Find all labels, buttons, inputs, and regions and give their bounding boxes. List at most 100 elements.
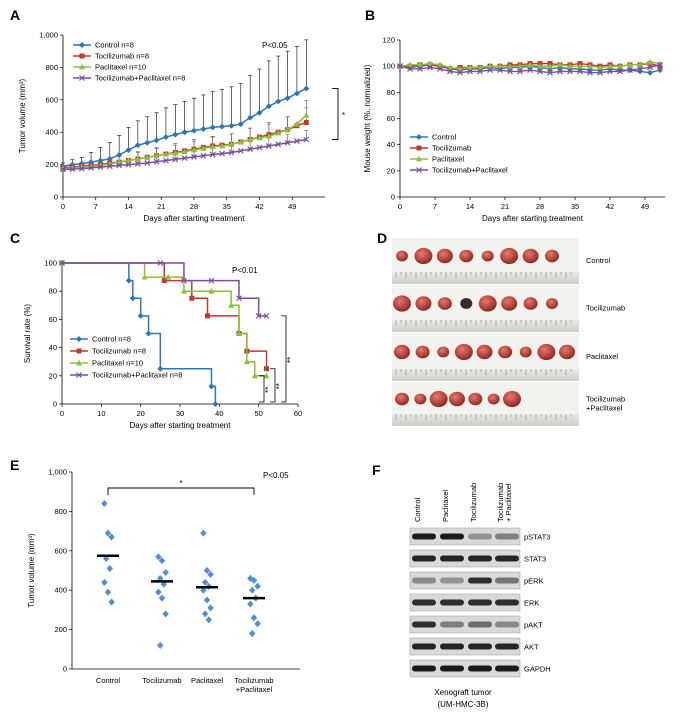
blot-membrane xyxy=(409,593,521,612)
x-category-label: Control xyxy=(96,676,121,685)
blot-membrane xyxy=(409,527,521,546)
lane-label: + Paclitaxel xyxy=(504,483,513,522)
y-tick-label: 60 xyxy=(49,315,57,324)
tumor-specimen xyxy=(476,344,493,360)
data-point xyxy=(607,62,613,69)
data-point xyxy=(191,127,197,134)
data-point xyxy=(284,139,291,146)
blot-band xyxy=(495,577,519,584)
data-point xyxy=(219,142,226,149)
x-tick-label: 7 xyxy=(433,202,437,211)
data-point xyxy=(219,150,225,157)
x-axis-label: Days after starting treatment xyxy=(130,421,232,430)
data-point xyxy=(256,144,263,151)
data-point xyxy=(212,401,219,407)
scatter-point xyxy=(202,578,209,586)
x-category-label: Tocilizumab xyxy=(142,676,181,685)
data-point xyxy=(427,60,433,66)
data-point xyxy=(97,164,104,170)
scatter-point xyxy=(101,578,108,586)
y-tick-label: 80 xyxy=(49,287,57,296)
data-point xyxy=(417,61,423,68)
scatter-point xyxy=(104,529,112,537)
data-point xyxy=(144,139,151,146)
data-point xyxy=(577,68,583,75)
blot-band xyxy=(468,533,492,540)
data-point xyxy=(275,129,282,136)
data-point xyxy=(172,150,179,156)
blot-band xyxy=(468,599,492,606)
scatter-point xyxy=(155,553,162,561)
x-tick-label: 14 xyxy=(124,202,132,211)
scatter-point xyxy=(158,594,166,602)
x-tick-label: 40 xyxy=(215,409,223,418)
blot-band xyxy=(468,621,492,628)
tumor-photo-row: Control xyxy=(392,238,611,284)
data-point xyxy=(137,312,144,319)
data-point xyxy=(208,277,215,284)
data-point xyxy=(637,61,643,68)
tumor-specimen xyxy=(437,297,452,310)
data-point xyxy=(557,68,563,75)
blot-band xyxy=(468,555,492,562)
band-label: ERK xyxy=(524,599,539,608)
photo-row-label: Tocilizumab xyxy=(586,395,625,404)
panel-letter-a: A xyxy=(10,7,20,23)
legend-entry: Tocilizumab n=8 xyxy=(73,52,149,61)
legend-label: Control xyxy=(432,133,457,142)
y-tick-label: 1,000 xyxy=(48,468,67,477)
tumor-specimen xyxy=(394,344,410,360)
legend-entry: Tocilizumab+Paclitaxel n=8 xyxy=(70,371,182,380)
tumor-specimen xyxy=(454,343,473,361)
tumor-specimen xyxy=(395,392,409,406)
data-point xyxy=(447,68,453,75)
tumor-photo-row: Tocilizumab xyxy=(392,285,625,332)
scatter-point xyxy=(203,596,211,604)
x-tick-label: 49 xyxy=(288,202,296,211)
blot-band xyxy=(468,577,492,584)
data-point xyxy=(617,62,623,69)
data-point xyxy=(303,111,310,118)
x-tick-label: 42 xyxy=(606,202,614,211)
band-label: pERK xyxy=(524,577,544,586)
data-point xyxy=(209,151,216,158)
data-point xyxy=(567,68,573,75)
data-point xyxy=(264,366,270,372)
error-bar xyxy=(126,127,131,151)
scatter-point xyxy=(202,610,209,618)
data-point xyxy=(181,148,188,155)
data-point xyxy=(657,61,663,68)
x-tick-label: 21 xyxy=(157,202,165,211)
y-tick-label: 0 xyxy=(63,665,67,674)
data-point xyxy=(457,65,463,72)
x-category-label: Tocilizumab xyxy=(234,676,273,685)
y-tick-label: 100 xyxy=(44,259,57,268)
legend-entry: Tocilizumab xyxy=(410,144,471,153)
significance-star: * xyxy=(179,479,182,488)
data-point xyxy=(161,278,167,284)
data-point xyxy=(181,155,188,162)
legend-entry: Tocilizumab+Paclitaxel n=8 xyxy=(73,74,185,83)
y-tick-label: 1,000 xyxy=(39,31,58,40)
error-bar xyxy=(294,46,299,94)
blot-caption-sub: (UM-HMC-3B) xyxy=(437,700,488,709)
data-point xyxy=(228,141,235,147)
tumor-specimen xyxy=(468,392,483,406)
data-point xyxy=(163,157,169,164)
error-bar xyxy=(163,107,168,138)
legend-entry: Control n=8 xyxy=(70,335,131,344)
data-point xyxy=(507,68,513,75)
error-bar xyxy=(210,91,215,128)
legend-label: Tocilizumab xyxy=(432,144,471,153)
y-tick-label: 20 xyxy=(387,166,395,175)
error-bar xyxy=(145,116,150,143)
scatter-point xyxy=(108,533,115,541)
blot-band xyxy=(440,621,464,628)
data-point xyxy=(255,312,262,319)
legend-swatch-marker xyxy=(79,53,85,59)
blot-band xyxy=(440,599,464,606)
data-point xyxy=(467,64,473,70)
scatter-point xyxy=(205,616,212,624)
x-tick-label: 35 xyxy=(571,202,579,211)
